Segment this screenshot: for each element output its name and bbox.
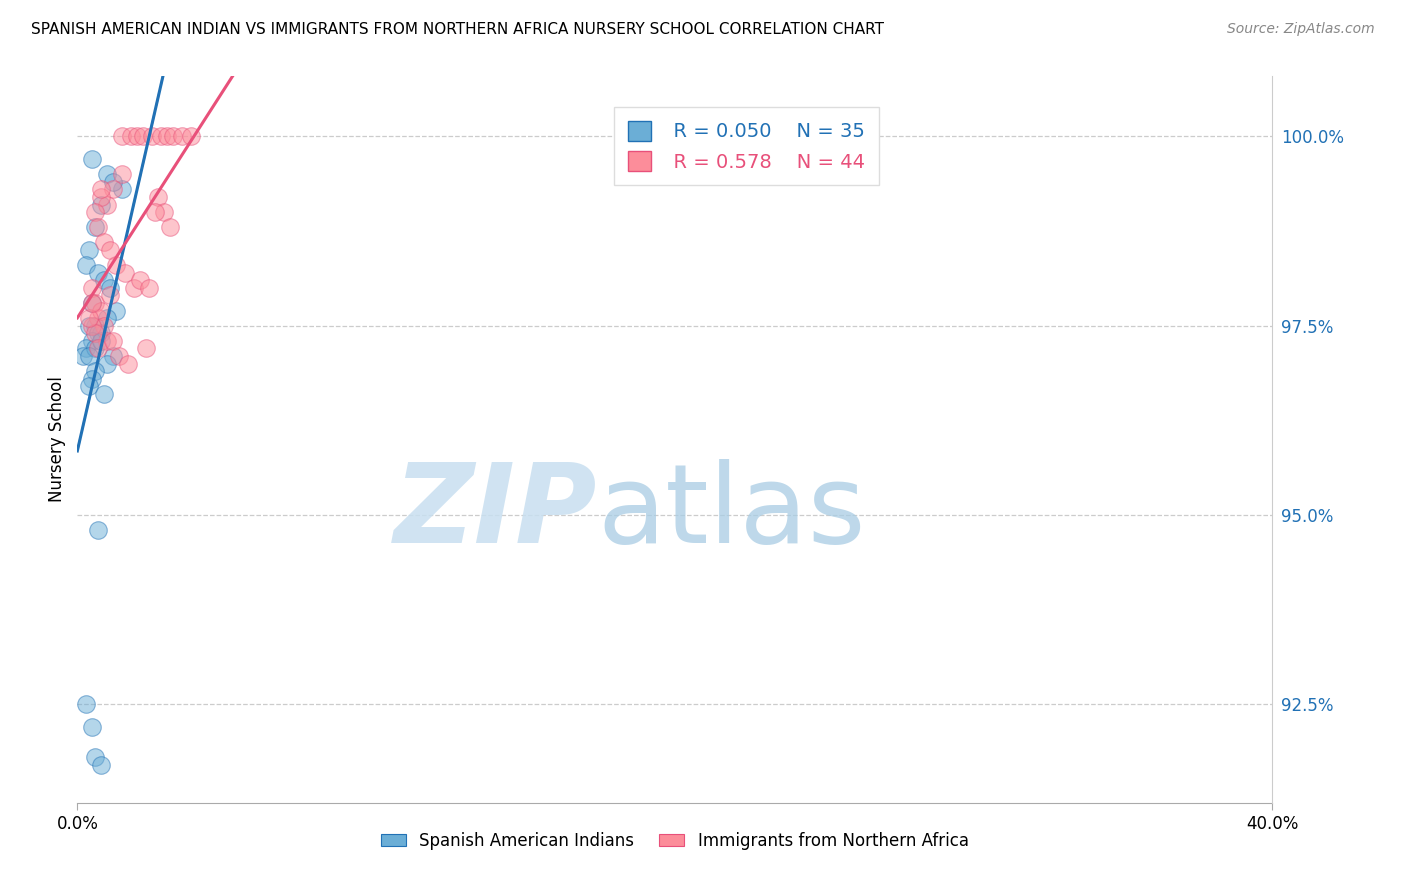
Point	[98, 281, 121, 295]
Point	[84, 205, 107, 219]
Point	[180, 129, 202, 144]
Text: Source: ZipAtlas.com: Source: ZipAtlas.com	[1227, 22, 1375, 37]
Point	[84, 750, 107, 764]
Point	[93, 273, 115, 287]
Point	[127, 129, 149, 144]
Point	[132, 129, 155, 144]
Point	[87, 342, 110, 356]
Text: atlas: atlas	[598, 458, 866, 566]
Point	[135, 342, 157, 356]
Point	[82, 281, 104, 295]
Point	[96, 167, 118, 181]
Point	[90, 303, 112, 318]
Point	[96, 311, 118, 326]
Point	[117, 357, 139, 371]
Point	[156, 129, 179, 144]
Point	[111, 182, 134, 196]
Point	[93, 235, 115, 250]
Point	[82, 296, 104, 310]
Point	[75, 342, 97, 356]
Point	[138, 281, 160, 295]
Legend: Spanish American Indians, Immigrants from Northern Africa: Spanish American Indians, Immigrants fro…	[374, 825, 976, 856]
Point	[84, 364, 107, 378]
Point	[93, 318, 115, 333]
Point	[170, 129, 193, 144]
Point	[90, 190, 112, 204]
Point	[108, 349, 131, 363]
Point	[103, 182, 124, 196]
Point	[141, 129, 163, 144]
Point	[82, 372, 104, 386]
Point	[79, 318, 101, 333]
Point	[84, 318, 107, 333]
Point	[143, 205, 166, 219]
Point	[90, 197, 112, 211]
Point	[129, 273, 152, 287]
Text: SPANISH AMERICAN INDIAN VS IMMIGRANTS FROM NORTHERN AFRICA NURSERY SCHOOL CORREL: SPANISH AMERICAN INDIAN VS IMMIGRANTS FR…	[31, 22, 884, 37]
Point	[84, 326, 107, 341]
Point	[79, 349, 101, 363]
Point	[90, 758, 112, 772]
Point	[87, 266, 110, 280]
Point	[82, 720, 104, 734]
Point	[75, 258, 97, 272]
Point	[82, 334, 104, 348]
Point	[84, 296, 107, 310]
Point	[105, 258, 128, 272]
Point	[75, 698, 97, 712]
Point	[82, 296, 104, 310]
Point	[87, 523, 110, 537]
Point	[90, 182, 112, 196]
Point	[96, 334, 118, 348]
Point	[111, 129, 134, 144]
Point	[82, 318, 104, 333]
Point	[98, 243, 121, 257]
Point	[103, 175, 124, 189]
Point	[96, 357, 118, 371]
Point	[84, 220, 107, 235]
Point	[120, 129, 142, 144]
Point	[153, 205, 176, 219]
Point	[162, 129, 184, 144]
Point	[84, 342, 107, 356]
Point	[87, 220, 110, 235]
Point	[103, 349, 124, 363]
Point	[79, 379, 101, 393]
Text: ZIP: ZIP	[394, 458, 598, 566]
Point	[96, 197, 118, 211]
Point	[79, 311, 101, 326]
Point	[82, 152, 104, 166]
Point	[72, 349, 94, 363]
Point	[150, 129, 173, 144]
Point	[122, 281, 145, 295]
Point	[111, 167, 134, 181]
Point	[79, 243, 101, 257]
Point	[87, 311, 110, 326]
Point	[159, 220, 181, 235]
Point	[114, 266, 136, 280]
Point	[105, 303, 128, 318]
Point	[146, 190, 169, 204]
Point	[87, 326, 110, 341]
Point	[90, 334, 112, 348]
Point	[98, 288, 121, 302]
Point	[90, 326, 112, 341]
Point	[103, 334, 124, 348]
Point	[93, 387, 115, 401]
Y-axis label: Nursery School: Nursery School	[48, 376, 66, 502]
